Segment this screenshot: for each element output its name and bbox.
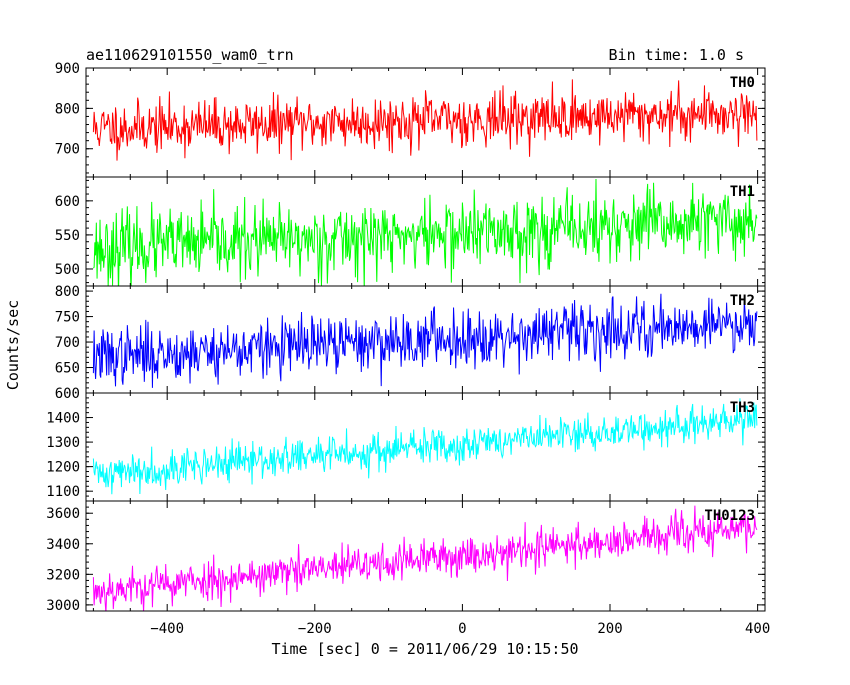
y-tick-label: 1300 xyxy=(46,435,80,451)
panel-label-th0: TH0 xyxy=(730,75,755,91)
y-tick-label: 1400 xyxy=(46,411,80,427)
y-tick-label: 800 xyxy=(55,284,80,300)
panel-th3: 1100 1200 1300 1400 TH3 xyxy=(46,392,766,502)
series-th0123-line xyxy=(92,505,758,611)
x-axis: −400 −200 0 200 400 xyxy=(150,621,770,637)
panel-th0123: 3000 3200 3400 3600 TH0123 xyxy=(46,500,766,614)
y-axis-label: Counts/sec xyxy=(4,300,22,390)
y-tick-label: 3600 xyxy=(46,506,80,522)
y-tick-label: 750 xyxy=(55,310,80,326)
panel-label-th0123: TH0123 xyxy=(704,508,755,524)
panel-th1: 500 550 600 TH1 xyxy=(55,176,766,287)
series-th0-line xyxy=(92,79,758,161)
series-th3-line xyxy=(92,398,758,495)
panel-label-th1: TH1 xyxy=(730,184,755,200)
observation-id-label: ae110629101550_wam0_trn xyxy=(86,46,294,64)
panel-th2: 600 650 700 750 800 TH2 xyxy=(55,284,766,402)
bin-time-label: Bin time: 1.0 s xyxy=(609,46,744,64)
panel-label-th3: TH3 xyxy=(730,400,755,416)
y-tick-label: 700 xyxy=(55,142,80,158)
x-tick-label: 200 xyxy=(597,621,622,637)
y-tick-label: 550 xyxy=(55,228,80,244)
y-tick-label: 500 xyxy=(55,262,80,278)
y-tick-label: 3400 xyxy=(46,537,80,553)
panel-group: 700 800 900 TH0 500 550 600 TH1 600 650 700 750 800 T… xyxy=(46,61,766,614)
y-tick-label: 3000 xyxy=(46,598,80,614)
y-tick-label: 3200 xyxy=(46,567,80,583)
panel-frame xyxy=(85,500,766,612)
y-tick-label: 900 xyxy=(55,61,80,77)
x-tick-label: 0 xyxy=(458,621,466,637)
series-th1-line xyxy=(92,179,758,286)
y-tick-label: 1200 xyxy=(46,460,80,476)
panel-th0: 700 800 900 TH0 xyxy=(55,61,766,178)
y-tick-label: 600 xyxy=(55,386,80,402)
y-tick-label: 600 xyxy=(55,194,80,210)
y-tick-label: 700 xyxy=(55,335,80,351)
x-tick-label: −200 xyxy=(298,621,332,637)
y-tick-label: 650 xyxy=(55,361,80,377)
x-tick-label: −400 xyxy=(150,621,184,637)
x-axis-label: Time [sec] 0 = 2011/06/29 10:15:50 xyxy=(271,640,578,658)
panel-label-th2: TH2 xyxy=(730,293,755,309)
y-tick-label: 800 xyxy=(55,101,80,117)
x-tick-label: 400 xyxy=(745,621,770,637)
y-tick-label: 1100 xyxy=(46,484,80,500)
series-th2-line xyxy=(92,293,758,388)
